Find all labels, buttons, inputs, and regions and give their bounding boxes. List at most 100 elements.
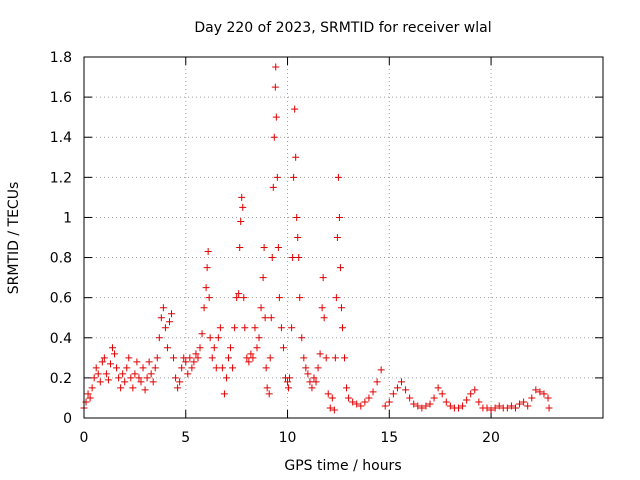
data-point <box>334 173 342 181</box>
data-point <box>318 304 326 312</box>
data-point <box>129 384 137 392</box>
data-point <box>92 364 100 372</box>
data-point <box>459 402 467 410</box>
data-point <box>214 334 222 342</box>
data-point <box>333 234 341 241</box>
data-point <box>88 384 96 392</box>
data-point <box>290 173 298 181</box>
data-point <box>544 394 552 402</box>
data-point <box>365 394 373 402</box>
data-point <box>540 390 548 398</box>
data-point <box>98 358 106 366</box>
data-point <box>345 394 353 402</box>
data-point <box>261 314 269 322</box>
data-point <box>200 304 208 312</box>
data-point <box>516 400 524 408</box>
data-point <box>139 364 147 372</box>
data-point <box>165 318 173 326</box>
data-point <box>326 404 334 412</box>
data-point <box>273 173 281 181</box>
data-point <box>524 402 532 410</box>
data-point <box>141 386 149 394</box>
data-point <box>151 364 159 372</box>
data-point <box>247 350 255 358</box>
x-tick-label: 10 <box>279 430 297 446</box>
data-point <box>324 390 332 398</box>
data-point <box>196 344 204 352</box>
data-point <box>279 344 287 352</box>
data-point <box>143 374 151 382</box>
data-point <box>100 354 108 362</box>
data-point <box>206 334 214 342</box>
data-point <box>119 370 127 378</box>
data-point <box>306 378 314 386</box>
data-point <box>275 294 283 302</box>
data-point <box>463 396 471 404</box>
data-point <box>304 370 312 378</box>
data-point <box>127 374 135 382</box>
data-point <box>260 244 268 252</box>
data-point <box>131 370 139 378</box>
data-point <box>467 390 475 398</box>
data-point <box>320 314 328 322</box>
data-point <box>393 384 401 392</box>
data-point <box>298 334 306 342</box>
data-point <box>186 354 194 362</box>
data-point <box>389 390 397 398</box>
tick-marks <box>83 56 603 419</box>
data-point <box>240 294 248 302</box>
data-point <box>357 402 365 410</box>
data-point <box>285 384 293 392</box>
data-point <box>330 406 338 414</box>
data-points <box>80 63 553 414</box>
y-tick-label: 1.2 <box>50 170 72 186</box>
x-axis-label: GPS time / hours <box>284 458 401 474</box>
x-tick-label: 20 <box>482 430 500 446</box>
data-point <box>222 374 230 382</box>
data-point <box>331 354 339 362</box>
data-point <box>117 384 125 392</box>
data-point <box>180 354 188 362</box>
data-point <box>446 402 454 410</box>
data-point <box>236 244 244 252</box>
data-point <box>203 264 211 272</box>
data-point <box>292 153 300 161</box>
data-point <box>163 344 171 352</box>
data-point <box>343 384 351 392</box>
y-tick-label: 0 <box>63 411 72 427</box>
data-point <box>192 350 200 358</box>
y-tick-label: 0.4 <box>50 331 72 347</box>
data-point <box>308 384 316 392</box>
data-point <box>184 370 192 378</box>
data-point <box>210 344 218 352</box>
data-point <box>155 334 163 342</box>
data-point <box>106 360 114 368</box>
data-point <box>536 388 544 396</box>
data-point <box>332 294 340 302</box>
data-point <box>491 404 499 412</box>
data-point <box>511 404 519 412</box>
data-point <box>532 386 540 394</box>
data-point <box>266 354 274 362</box>
data-point <box>231 324 239 332</box>
y-tick-label: 1 <box>63 210 72 226</box>
data-point <box>255 334 263 342</box>
chart-title: Day 220 of 2023, SRMTID for receiver wla… <box>194 20 491 36</box>
data-point <box>270 133 278 141</box>
data-point <box>418 404 426 412</box>
data-point <box>133 358 141 366</box>
x-tick-label: 0 <box>80 430 89 446</box>
data-point <box>520 398 528 406</box>
data-point <box>170 354 178 362</box>
data-point <box>147 370 155 378</box>
data-point <box>335 213 343 221</box>
data-point <box>322 354 330 362</box>
data-point <box>274 244 282 252</box>
data-point <box>257 304 265 312</box>
data-point <box>259 274 267 282</box>
y-axis-label: SRMTID / TECUs <box>6 182 22 295</box>
data-point <box>528 394 536 402</box>
data-point <box>284 378 292 386</box>
data-point <box>212 364 220 372</box>
